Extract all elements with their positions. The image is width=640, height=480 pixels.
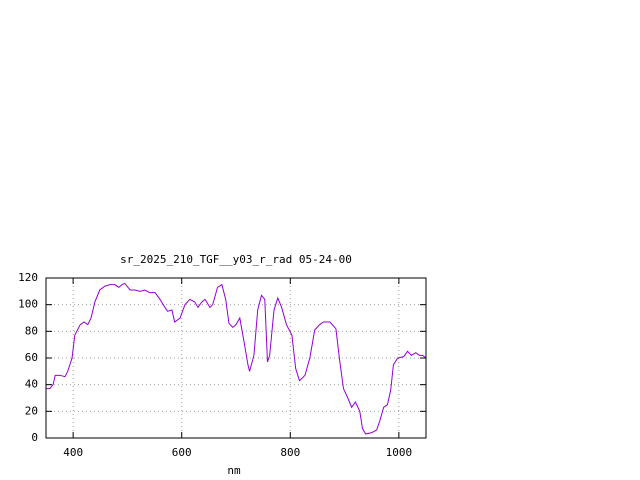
y-tick-label: 100 — [18, 298, 38, 311]
chart-title: sr_2025_210_TGF__y03_r_rad 05-24-00 — [120, 253, 352, 266]
y-tick-label: 0 — [31, 431, 38, 444]
x-axis-label: nm — [227, 464, 241, 477]
data-line — [46, 282, 427, 435]
x-tick-label: 400 — [63, 446, 83, 459]
x-tick-label: 600 — [172, 446, 192, 459]
y-tick-label: 120 — [18, 271, 38, 284]
x-tick-label: 800 — [280, 446, 300, 459]
x-tick-label: 1000 — [386, 446, 413, 459]
y-tick-label: 40 — [25, 378, 38, 391]
y-tick-label: 60 — [25, 351, 38, 364]
y-tick-label: 20 — [25, 404, 38, 417]
y-tick-label: 80 — [25, 324, 38, 337]
plot-border — [45, 277, 427, 439]
